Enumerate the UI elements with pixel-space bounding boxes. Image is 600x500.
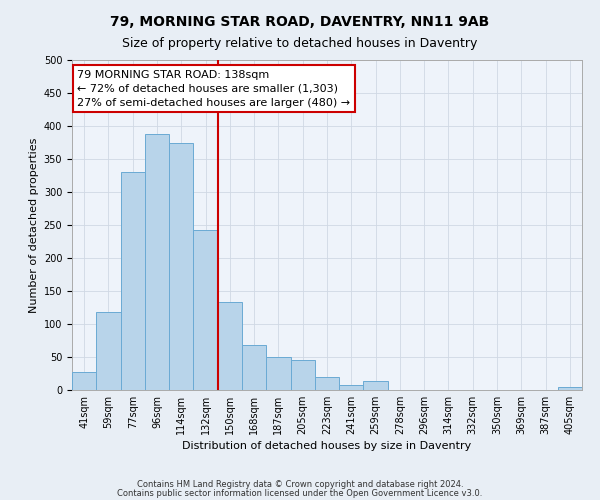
Bar xyxy=(218,302,242,390)
Bar xyxy=(315,378,339,390)
Bar xyxy=(169,142,193,390)
X-axis label: Distribution of detached houses by size in Daventry: Distribution of detached houses by size … xyxy=(182,441,472,451)
Bar xyxy=(290,360,315,390)
Text: Size of property relative to detached houses in Daventry: Size of property relative to detached ho… xyxy=(122,38,478,51)
Bar xyxy=(72,372,96,390)
Text: 79 MORNING STAR ROAD: 138sqm
← 72% of detached houses are smaller (1,303)
27% of: 79 MORNING STAR ROAD: 138sqm ← 72% of de… xyxy=(77,70,350,108)
Bar xyxy=(339,386,364,390)
Text: Contains public sector information licensed under the Open Government Licence v3: Contains public sector information licen… xyxy=(118,488,482,498)
Bar xyxy=(121,172,145,390)
Bar xyxy=(266,357,290,390)
Text: 79, MORNING STAR ROAD, DAVENTRY, NN11 9AB: 79, MORNING STAR ROAD, DAVENTRY, NN11 9A… xyxy=(110,15,490,29)
Bar xyxy=(193,230,218,390)
Bar xyxy=(242,345,266,390)
Bar xyxy=(145,134,169,390)
Y-axis label: Number of detached properties: Number of detached properties xyxy=(29,138,40,312)
Bar xyxy=(558,386,582,390)
Text: Contains HM Land Registry data © Crown copyright and database right 2024.: Contains HM Land Registry data © Crown c… xyxy=(137,480,463,489)
Bar xyxy=(364,382,388,390)
Bar xyxy=(96,312,121,390)
